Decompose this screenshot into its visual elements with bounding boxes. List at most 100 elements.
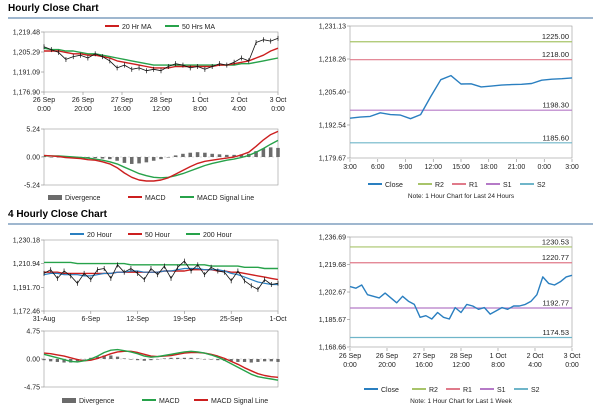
x-tick-label: 20:00 xyxy=(74,106,92,113)
chart-note: Note: 1 Hour Chart for Last 1 Week xyxy=(410,398,513,405)
divergence-bar xyxy=(196,358,200,359)
series-close xyxy=(349,74,573,120)
x-tick-label: 3 Oct xyxy=(270,97,287,104)
divergence-bar xyxy=(151,157,156,161)
divergence-bar xyxy=(137,157,141,164)
legend-s2-label: S2 xyxy=(531,387,540,394)
legend-s2-label: S2 xyxy=(537,182,546,189)
divergence-bar xyxy=(42,359,46,361)
legend-20hr-ma-label: 20 Hr MA xyxy=(122,24,152,31)
four-hourly-price-chart: 20 Hour 50 Hour 200 Hour 1,230.18 1,210.94 1,… xyxy=(13,232,287,323)
x-tick-label: 12:00 xyxy=(152,106,170,113)
divergence-bar xyxy=(263,359,267,362)
divergence-bar xyxy=(176,357,180,359)
y-tick-label: 1,205.29 xyxy=(13,49,40,56)
four-hourly-section-title: 4 Hourly Close Chart xyxy=(8,209,107,220)
divergence-bar xyxy=(268,147,273,157)
level-r2-label: 1230.53 xyxy=(542,237,569,246)
divergence-bar xyxy=(276,359,280,362)
series-close xyxy=(349,274,573,320)
divergence-bar xyxy=(100,157,105,159)
divergence-bar xyxy=(225,154,229,157)
divergence-bar xyxy=(144,157,149,163)
x-tick-label: 4:00 xyxy=(528,362,542,369)
divergence-bar xyxy=(129,157,134,164)
x-tick-label: 6:00 xyxy=(371,164,385,171)
x-tick-label: 3 Oct xyxy=(564,353,581,360)
divergence-bar xyxy=(49,157,54,158)
series-200-hour xyxy=(44,261,278,270)
x-tick-label: 28 Sep xyxy=(150,97,172,104)
legend-20-hour-label: 20 Hour xyxy=(87,232,113,239)
y-tick-label: 5.24 xyxy=(26,127,40,134)
series-macd-signal xyxy=(43,350,279,378)
divergence-bar xyxy=(188,152,193,157)
y-tick-label: 1,210.94 xyxy=(13,261,40,268)
divergence-bar xyxy=(42,156,46,157)
divergence-bar xyxy=(232,154,236,157)
divergence-bar xyxy=(210,153,214,157)
divergence-bar xyxy=(49,359,53,362)
y-tick-label: 1,236.69 xyxy=(319,235,346,242)
divergence-bar xyxy=(216,359,220,361)
divergence-bar xyxy=(209,359,213,360)
divergence-bar xyxy=(239,154,244,157)
y-tick-label: 1,179.67 xyxy=(319,156,346,163)
x-tick-label: 19-Sep xyxy=(173,316,196,323)
x-tick-label: 0:00 xyxy=(565,362,579,369)
divergence-bar xyxy=(115,356,120,359)
divergence-bar xyxy=(166,157,171,158)
legend-divergence-swatch xyxy=(62,398,76,403)
series-50hr-ma xyxy=(43,47,279,66)
y-tick-label: 1,230.18 xyxy=(13,238,40,245)
legend-close-label: Close xyxy=(381,387,399,394)
y-tick-label: 1,231.13 xyxy=(319,24,346,31)
divergence-bar xyxy=(109,355,113,359)
x-tick-label: 31-Aug xyxy=(33,316,56,323)
plot-frame xyxy=(349,25,573,159)
legend-macd-label: MACD xyxy=(159,398,180,405)
series-close xyxy=(43,260,279,290)
divergence-bar xyxy=(249,359,253,363)
legend-r1-label: R1 xyxy=(463,387,472,394)
divergence-bar xyxy=(229,359,233,362)
divergence-bar xyxy=(236,359,240,362)
series-macd xyxy=(43,130,279,182)
legend-divergence-label: Divergence xyxy=(79,398,115,405)
y-tick-label: 1,172.46 xyxy=(13,309,40,316)
divergence-bar xyxy=(173,155,178,157)
divergence-bar xyxy=(55,359,59,362)
divergence-bar xyxy=(82,359,86,360)
x-tick-label: 26 Sep xyxy=(33,97,55,104)
legend-divergence-swatch xyxy=(48,195,62,200)
divergence-bar xyxy=(135,359,140,361)
divergence-bar xyxy=(181,153,185,157)
divergence-bar xyxy=(195,152,200,157)
hourly-price-chart: 20 Hr MA 50 Hrs MA 1,219.48 1,205.29 1,191.0… xyxy=(13,24,287,113)
divergence-bar xyxy=(202,359,207,360)
level-s1-label: 1192.77 xyxy=(542,299,569,308)
y-tick-label: 1,191.70 xyxy=(13,285,40,292)
divergence-bar xyxy=(102,355,106,359)
legend-s1-label: S1 xyxy=(497,387,506,394)
x-tick-label: 12:00 xyxy=(452,362,470,369)
x-tick-label: 12-Sep xyxy=(126,316,149,323)
divergence-bar xyxy=(142,359,146,361)
x-tick-label: 0:00 xyxy=(343,362,357,369)
y-tick-label: 1,219.48 xyxy=(13,30,40,37)
x-tick-label: 18:00 xyxy=(480,164,498,171)
legend-50hr-ma-label: 50 Hrs MA xyxy=(182,24,215,31)
divergence-bar xyxy=(276,147,280,157)
divergence-bar xyxy=(122,157,127,163)
x-tick-label: 2 Oct xyxy=(527,353,544,360)
x-tick-label: 0:00 xyxy=(537,164,551,171)
x-tick-label: 6-Sep xyxy=(81,316,100,323)
x-tick-label: 21:00 xyxy=(508,164,526,171)
y-tick-label: -5.24 xyxy=(24,183,40,190)
divergence-bar xyxy=(203,152,207,157)
legend-s1-label: S1 xyxy=(503,182,512,189)
divergence-bar xyxy=(189,357,193,359)
x-tick-label: 2 Oct xyxy=(231,97,248,104)
x-tick-label: 1-Oct xyxy=(269,316,286,323)
x-tick-label: 1 Oct xyxy=(490,353,507,360)
